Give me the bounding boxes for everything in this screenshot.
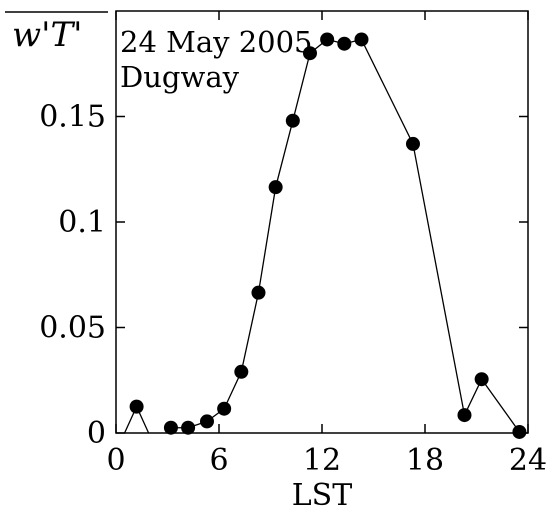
data-point	[163, 420, 178, 435]
data-point	[405, 136, 420, 151]
data-point	[354, 32, 369, 47]
data-point	[217, 401, 232, 416]
x-axis-label: LST	[292, 478, 352, 513]
x-tick-label: 12	[303, 443, 341, 478]
data-point	[320, 32, 335, 47]
data-point	[302, 46, 317, 61]
y-tick-label: 0	[87, 416, 106, 451]
tick-labels: 0 6 12 18 24 0 0.05 0.1 0.15	[39, 100, 547, 479]
data-point	[285, 113, 300, 128]
data-point	[457, 408, 472, 423]
data-point	[268, 180, 283, 195]
data-point	[474, 372, 489, 387]
data-point	[512, 424, 527, 439]
annotation-date: 24 May 2005	[120, 25, 313, 59]
data-series	[123, 32, 527, 439]
series-line	[170, 38, 520, 433]
y-axis-label: w'T'	[12, 15, 82, 55]
data-point	[181, 420, 196, 435]
data-point	[199, 414, 214, 429]
y-tick-label: 0.05	[39, 311, 106, 346]
x-tick-label: 0	[106, 443, 125, 478]
data-point	[129, 399, 144, 414]
data-point	[337, 36, 352, 51]
y-tick-label: 0.15	[39, 100, 106, 135]
x-tick-label: 18	[406, 443, 444, 478]
data-point	[234, 364, 249, 379]
data-point	[251, 285, 266, 300]
y-tick-label: 0.1	[58, 205, 106, 240]
x-tick-label: 6	[209, 443, 228, 478]
x-tick-label: 24	[509, 443, 547, 478]
annotation-site: Dugway	[120, 60, 240, 94]
